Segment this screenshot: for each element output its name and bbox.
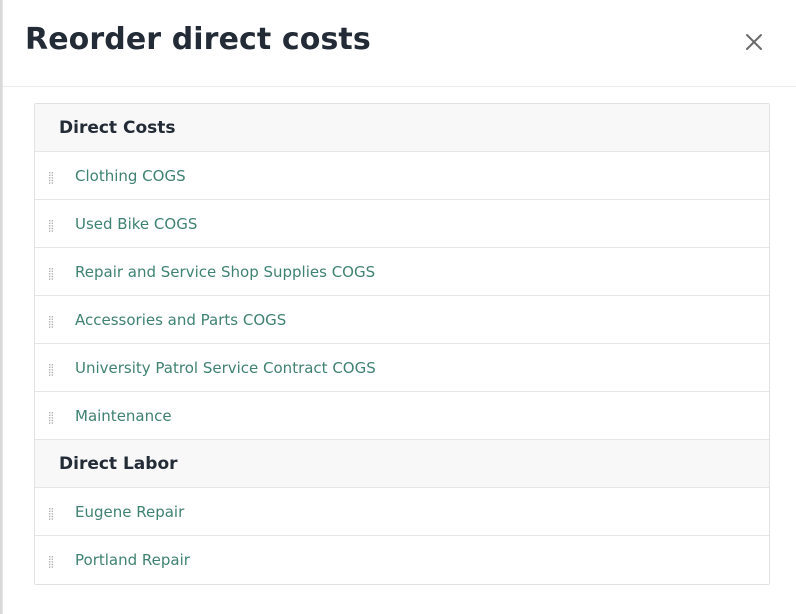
- close-icon: [746, 34, 762, 50]
- drag-handle-icon[interactable]: [49, 361, 53, 376]
- group-header-direct-labor: Direct Labor: [35, 440, 769, 488]
- list-item-label: Repair and Service Shop Supplies COGS: [75, 262, 376, 281]
- drag-handle-icon[interactable]: [49, 313, 53, 328]
- list-item[interactable]: Eugene Repair: [35, 488, 769, 536]
- modal-title: Reorder direct costs: [25, 22, 371, 57]
- reorder-list: Direct Costs Clothing COGS Used Bike COG…: [34, 103, 770, 585]
- list-item[interactable]: University Patrol Service Contract COGS: [35, 344, 769, 392]
- list-item[interactable]: Accessories and Parts COGS: [35, 296, 769, 344]
- list-item[interactable]: Clothing COGS: [35, 152, 769, 200]
- list-item-label: Portland Repair: [75, 551, 190, 569]
- drag-handle-icon[interactable]: [49, 409, 53, 424]
- list-item[interactable]: Repair and Service Shop Supplies COGS: [35, 248, 769, 296]
- drag-handle-icon[interactable]: [49, 169, 53, 184]
- list-item-label: Accessories and Parts COGS: [75, 310, 287, 329]
- list-item-label: University Patrol Service Contract COGS: [75, 358, 376, 377]
- list-item-label: Clothing COGS: [75, 166, 186, 185]
- drag-handle-icon[interactable]: [49, 265, 53, 280]
- list-item[interactable]: Portland Repair: [35, 536, 769, 584]
- list-item[interactable]: Used Bike COGS: [35, 200, 769, 248]
- list-item-label: Maintenance: [75, 406, 172, 425]
- group-header-direct-costs: Direct Costs: [35, 104, 769, 152]
- drag-handle-icon[interactable]: [49, 505, 53, 520]
- drag-handle-icon[interactable]: [49, 217, 53, 232]
- modal-header: Reorder direct costs: [3, 0, 796, 87]
- list-item-label: Used Bike COGS: [75, 214, 198, 233]
- close-button[interactable]: [739, 28, 769, 58]
- list-item-label: Eugene Repair: [75, 502, 185, 521]
- drag-handle-icon[interactable]: [49, 553, 53, 568]
- list-item[interactable]: Maintenance: [35, 392, 769, 440]
